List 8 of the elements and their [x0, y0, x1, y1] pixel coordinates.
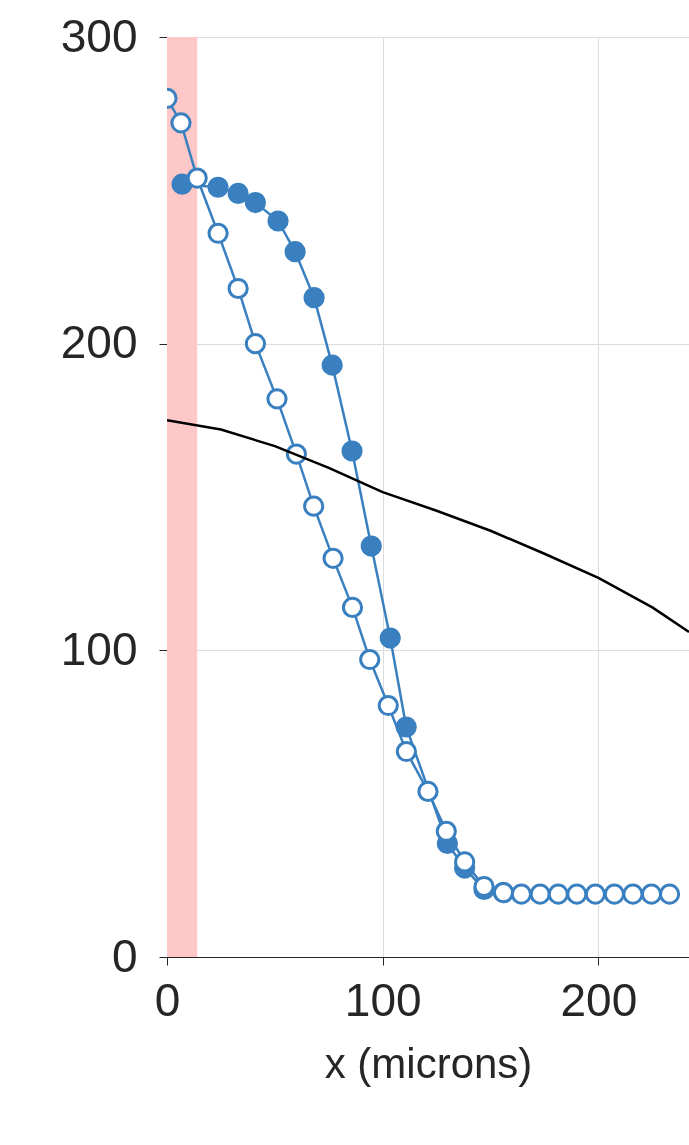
- y-tick-label: 300: [60, 9, 138, 62]
- y-tick-label: 0: [111, 929, 138, 982]
- y-tick-label: 200: [60, 316, 138, 369]
- x-tick-label: 0: [154, 973, 181, 1026]
- y-tick-label: 100: [60, 622, 138, 675]
- x-axis-title: x (microns): [324, 1039, 533, 1087]
- x-tick-label: 100: [344, 973, 422, 1026]
- x-tick-label: 200: [560, 973, 638, 1026]
